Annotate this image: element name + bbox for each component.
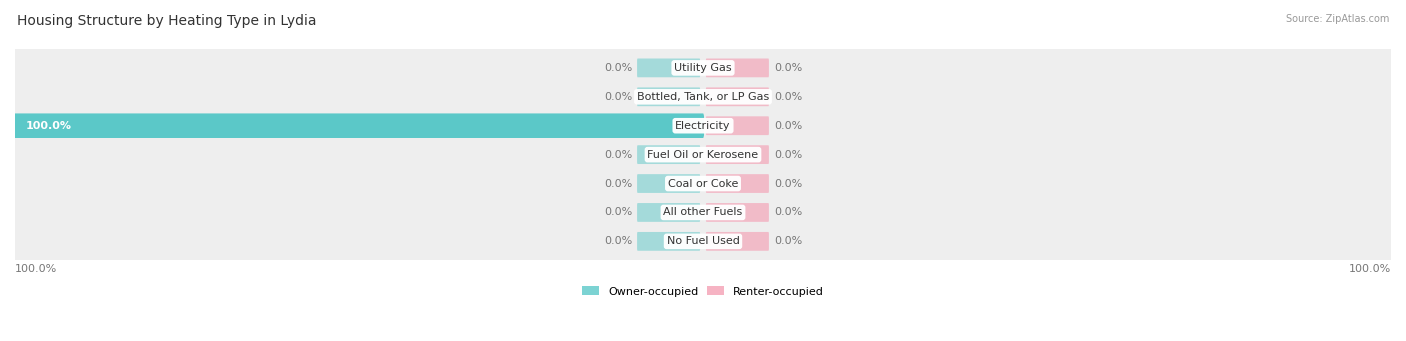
FancyBboxPatch shape: [706, 59, 769, 77]
Legend: Owner-occupied, Renter-occupied: Owner-occupied, Renter-occupied: [578, 282, 828, 301]
Text: 0.0%: 0.0%: [605, 150, 633, 160]
FancyBboxPatch shape: [13, 136, 1393, 174]
Text: 0.0%: 0.0%: [773, 179, 801, 189]
FancyBboxPatch shape: [706, 145, 769, 164]
FancyBboxPatch shape: [637, 145, 700, 164]
Text: 0.0%: 0.0%: [773, 121, 801, 131]
FancyBboxPatch shape: [637, 59, 700, 77]
Text: Utility Gas: Utility Gas: [675, 63, 731, 73]
Text: Fuel Oil or Kerosene: Fuel Oil or Kerosene: [647, 150, 759, 160]
Text: Bottled, Tank, or LP Gas: Bottled, Tank, or LP Gas: [637, 92, 769, 102]
Text: 100.0%: 100.0%: [15, 264, 58, 273]
Text: All other Fuels: All other Fuels: [664, 207, 742, 218]
Text: 0.0%: 0.0%: [605, 63, 633, 73]
Text: Electricity: Electricity: [675, 121, 731, 131]
FancyBboxPatch shape: [706, 87, 769, 106]
Text: No Fuel Used: No Fuel Used: [666, 236, 740, 246]
FancyBboxPatch shape: [706, 232, 769, 251]
FancyBboxPatch shape: [13, 107, 1393, 145]
Text: Housing Structure by Heating Type in Lydia: Housing Structure by Heating Type in Lyd…: [17, 14, 316, 28]
Text: Source: ZipAtlas.com: Source: ZipAtlas.com: [1285, 14, 1389, 24]
FancyBboxPatch shape: [13, 165, 1393, 203]
FancyBboxPatch shape: [637, 203, 700, 222]
Text: 0.0%: 0.0%: [773, 92, 801, 102]
FancyBboxPatch shape: [637, 87, 700, 106]
FancyBboxPatch shape: [706, 203, 769, 222]
FancyBboxPatch shape: [13, 49, 1393, 87]
FancyBboxPatch shape: [13, 78, 1393, 116]
FancyBboxPatch shape: [637, 232, 700, 251]
Text: 0.0%: 0.0%: [605, 207, 633, 218]
Text: 0.0%: 0.0%: [773, 150, 801, 160]
FancyBboxPatch shape: [13, 193, 1393, 232]
Text: 0.0%: 0.0%: [773, 63, 801, 73]
Text: 0.0%: 0.0%: [605, 179, 633, 189]
FancyBboxPatch shape: [13, 222, 1393, 260]
FancyBboxPatch shape: [706, 116, 769, 135]
Text: 0.0%: 0.0%: [773, 236, 801, 246]
Text: 0.0%: 0.0%: [773, 207, 801, 218]
FancyBboxPatch shape: [14, 114, 704, 138]
FancyBboxPatch shape: [637, 174, 700, 193]
Text: 100.0%: 100.0%: [25, 121, 72, 131]
Text: Coal or Coke: Coal or Coke: [668, 179, 738, 189]
Text: 0.0%: 0.0%: [605, 236, 633, 246]
Text: 100.0%: 100.0%: [1348, 264, 1391, 273]
Text: 0.0%: 0.0%: [605, 92, 633, 102]
FancyBboxPatch shape: [706, 174, 769, 193]
